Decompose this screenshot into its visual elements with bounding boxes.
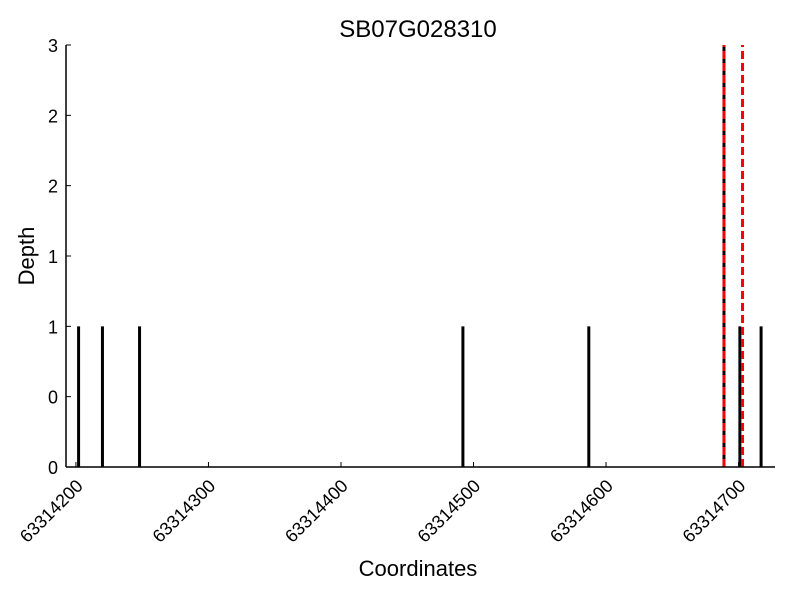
x-axis-label: Coordinates — [359, 556, 478, 581]
y-tick-label: 2 — [48, 177, 58, 197]
x-tick-label: 63314200 — [16, 476, 87, 547]
x-tick-label: 63314400 — [281, 476, 352, 547]
y-tick-label: 2 — [48, 106, 58, 126]
x-tick-label: 63314600 — [546, 476, 617, 547]
x-tick-label: 63314500 — [414, 476, 485, 547]
x-tick-label: 63314700 — [679, 476, 750, 547]
y-tick-label: 0 — [48, 388, 58, 408]
y-tick-label: 1 — [48, 247, 58, 267]
y-tick-label: 1 — [48, 317, 58, 337]
y-axis-label: Depth — [14, 227, 39, 286]
y-tick-label: 0 — [48, 458, 58, 478]
chart-title: SB07G028310 — [339, 16, 496, 43]
x-tick-label: 63314300 — [149, 476, 220, 547]
y-tick-label: 3 — [48, 36, 58, 56]
